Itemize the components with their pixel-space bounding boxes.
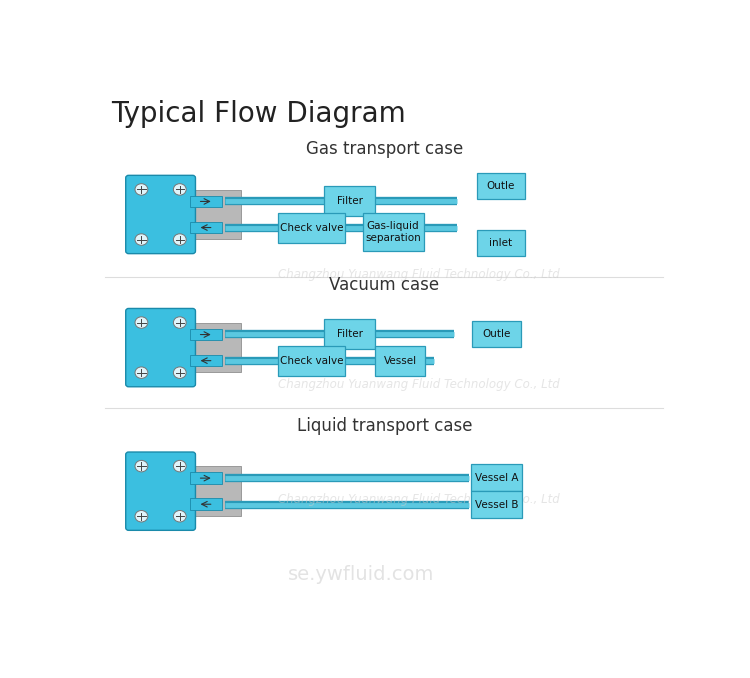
Text: Gas-liquid
separation: Gas-liquid separation (365, 222, 421, 243)
Text: Vessel B: Vessel B (475, 500, 518, 510)
Circle shape (135, 317, 148, 328)
FancyBboxPatch shape (190, 498, 222, 510)
Text: Changzhou Yuanwang Fluid Technology Co., Ltd: Changzhou Yuanwang Fluid Technology Co.,… (278, 492, 560, 506)
FancyBboxPatch shape (476, 173, 525, 199)
Circle shape (135, 460, 148, 472)
Text: Check valve: Check valve (280, 223, 344, 233)
Text: Changzhou Yuanwang Fluid Technology Co., Ltd: Changzhou Yuanwang Fluid Technology Co.,… (278, 378, 560, 391)
Circle shape (173, 184, 186, 195)
Text: Typical Flow Diagram: Typical Flow Diagram (111, 100, 406, 127)
Circle shape (173, 511, 186, 522)
FancyBboxPatch shape (476, 230, 525, 256)
Circle shape (135, 367, 148, 378)
FancyBboxPatch shape (471, 464, 522, 491)
Text: se.ywfluid.com: se.ywfluid.com (288, 565, 434, 584)
FancyBboxPatch shape (472, 321, 520, 347)
FancyBboxPatch shape (191, 190, 241, 239)
Text: Liquid transport case: Liquid transport case (296, 417, 472, 435)
FancyBboxPatch shape (191, 466, 241, 516)
Text: Changzhou Yuanwang Fluid Technology Co., Ltd: Changzhou Yuanwang Fluid Technology Co.,… (278, 268, 560, 281)
Text: Outle: Outle (482, 329, 511, 339)
Circle shape (173, 367, 186, 378)
Text: Vacuum case: Vacuum case (329, 276, 440, 294)
FancyBboxPatch shape (324, 319, 375, 349)
Text: Gas transport case: Gas transport case (306, 140, 463, 158)
FancyBboxPatch shape (126, 452, 196, 530)
Text: Filter: Filter (337, 329, 362, 339)
Text: Check valve: Check valve (280, 356, 344, 366)
FancyBboxPatch shape (190, 355, 222, 366)
FancyBboxPatch shape (324, 186, 375, 216)
FancyBboxPatch shape (190, 222, 222, 233)
FancyBboxPatch shape (190, 196, 222, 207)
FancyBboxPatch shape (126, 308, 196, 386)
FancyBboxPatch shape (278, 346, 345, 376)
Circle shape (135, 234, 148, 245)
FancyBboxPatch shape (278, 213, 345, 243)
FancyBboxPatch shape (362, 214, 424, 251)
Text: Vessel: Vessel (383, 356, 417, 366)
FancyBboxPatch shape (190, 329, 222, 340)
FancyBboxPatch shape (471, 491, 522, 518)
Circle shape (135, 184, 148, 195)
Circle shape (135, 511, 148, 522)
FancyBboxPatch shape (126, 176, 196, 254)
FancyBboxPatch shape (191, 323, 241, 372)
FancyBboxPatch shape (190, 473, 222, 484)
Circle shape (173, 234, 186, 245)
Text: inlet: inlet (489, 238, 512, 248)
Text: Outle: Outle (487, 181, 514, 191)
FancyBboxPatch shape (375, 346, 424, 376)
Text: Vessel A: Vessel A (475, 473, 518, 483)
Circle shape (173, 317, 186, 328)
Text: Filter: Filter (337, 196, 362, 206)
Circle shape (173, 460, 186, 472)
